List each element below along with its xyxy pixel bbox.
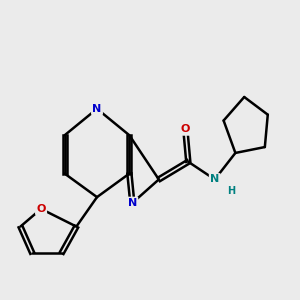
Text: N: N bbox=[128, 198, 137, 208]
Text: N: N bbox=[210, 174, 219, 184]
Text: H: H bbox=[227, 186, 235, 196]
Text: O: O bbox=[36, 204, 46, 214]
Text: N: N bbox=[92, 104, 102, 114]
Text: O: O bbox=[181, 124, 190, 134]
